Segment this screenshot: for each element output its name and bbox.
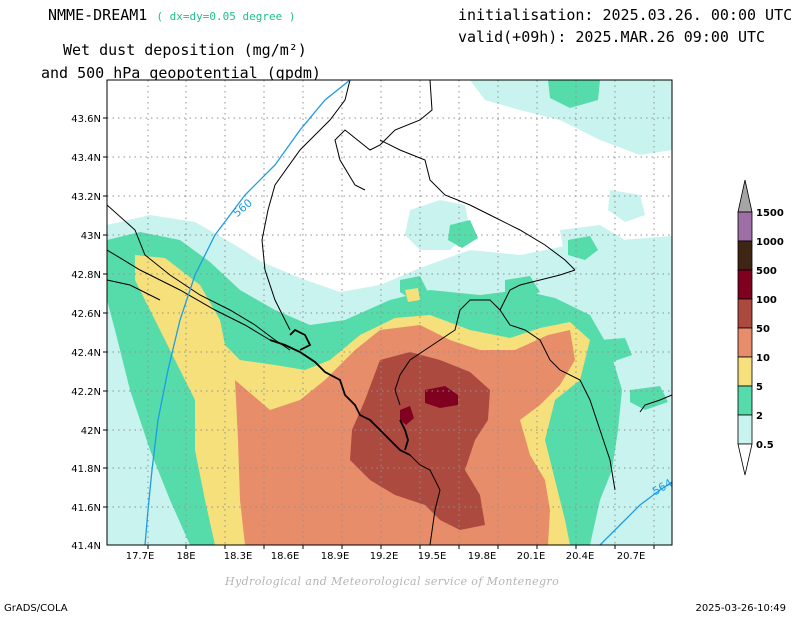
colorbar-label: 1500 [756,208,784,219]
colorbar-label: 50 [756,324,770,335]
deposition-level-100 [400,386,458,425]
colorbar-swatch-0.5-2 [737,414,753,445]
grid-resolution-note: ( dx=dy=0.05 degree ) [156,10,296,23]
footer-software: GrADS/COLA [4,603,68,614]
lat-label: 42N [81,426,101,437]
coastline [269,328,411,456]
lon-label: 17.7E [126,551,155,562]
colorbar-label: 0.5 [756,440,774,451]
latitude-ticks [103,117,107,508]
lat-label: 43.2N [71,192,101,203]
geopotential-contours [144,80,672,545]
lat-label: 42.8N [71,270,101,281]
colorbar-swatch-500-1000 [737,240,753,271]
colorbar-swatch-10-50 [737,327,753,358]
lat-label: 41.8N [71,464,101,475]
footer-timestamp: 2025-03-26-10:49 [695,603,786,614]
colorbar-swatch-5-10 [737,356,753,387]
lat-label: 43.4N [71,153,101,164]
colorbar-label: 1000 [756,237,784,248]
lon-label: 19.8E [468,551,497,562]
colorbar-label: 10 [756,353,770,364]
lat-label: 43N [81,231,101,242]
lon-label: 20.1E [517,551,546,562]
model-title: NMME-DREAM1 ( dx=dy=0.05 degree ) [48,6,295,24]
colorbar-top-arrow [737,179,753,213]
colorbar-swatch-100-500 [737,269,753,300]
lat-lon-gridlines [107,80,672,545]
colorbar-label: 2 [756,411,763,422]
colorbar-label: 100 [756,295,777,306]
lat-label: 42.2N [71,387,101,398]
lon-label: 18.3E [224,551,253,562]
colorbar-bottom-arrow [737,443,753,476]
lon-label: 20.7E [617,551,646,562]
lon-label: 20.4E [566,551,595,562]
lat-label: 42.4N [71,348,101,359]
colorbar-label: 5 [756,382,763,393]
lon-label: 18.9E [321,551,350,562]
lon-label: 19.5E [418,551,447,562]
initialisation-time: initialisation: 2025.03.26. 00:00 UTC [458,6,793,24]
lat-label: 42.6N [71,309,101,320]
longitude-ticks [147,545,655,549]
colorbar-swatch-2-5 [737,385,753,416]
map-area: 560 564 [107,80,672,545]
valid-time: valid(+09h): 2025.MAR.26 09:00 UTC [458,28,766,46]
colorbar-swatch-1000-1500 [737,211,753,242]
colorbar-label: 500 [756,266,777,277]
colorbar-swatch-50-100 [737,298,753,329]
product-title-line1: Wet dust deposition (mg/m²) [63,41,307,59]
lat-label: 41.4N [71,541,101,552]
credit-line: Hydrological and Meteorological service … [225,575,560,588]
lat-label: 43.6N [71,114,101,125]
colorbar: 1500 1000 500 100 50 10 5 2 0.5 [737,179,784,476]
lat-label: 41.6N [71,503,101,514]
lon-label: 18.6E [271,551,300,562]
latitude-axis: 43.6N 43.4N 43.2N 43N 42.8N 42.6N 42.4N … [71,114,101,552]
product-title-line2: and 500 hPa geopotential (gpdm) [41,64,321,82]
lon-label: 18E [176,551,195,562]
lon-label: 19.2E [370,551,399,562]
model-name: NMME-DREAM1 [48,6,148,24]
country-borders [107,80,672,545]
longitude-axis: 17.7E 18E 18.3E 18.6E 18.9E 19.2E 19.5E … [126,551,646,562]
